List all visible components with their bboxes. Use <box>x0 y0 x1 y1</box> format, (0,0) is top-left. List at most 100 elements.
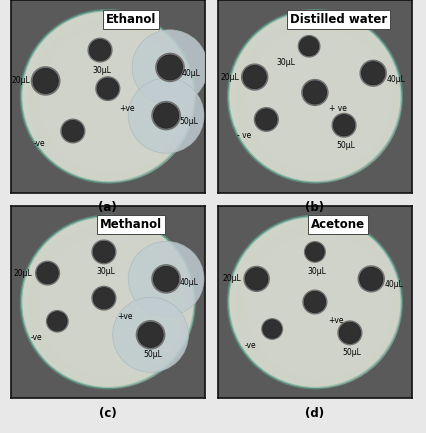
Circle shape <box>20 10 195 183</box>
Circle shape <box>91 286 116 310</box>
Circle shape <box>333 115 354 136</box>
Text: -ve: -ve <box>245 340 256 349</box>
Circle shape <box>361 61 384 85</box>
Circle shape <box>132 30 207 105</box>
Text: 50μL: 50μL <box>342 348 360 357</box>
Circle shape <box>245 28 391 172</box>
Circle shape <box>305 242 323 261</box>
Circle shape <box>240 63 268 91</box>
Circle shape <box>35 261 60 286</box>
Circle shape <box>337 320 362 346</box>
Circle shape <box>33 68 58 94</box>
Circle shape <box>227 10 401 183</box>
Text: 40μL: 40μL <box>179 278 198 287</box>
Circle shape <box>29 223 194 388</box>
Circle shape <box>245 234 391 378</box>
Circle shape <box>157 55 182 80</box>
Circle shape <box>155 53 184 82</box>
Text: +ve: +ve <box>117 312 133 321</box>
Circle shape <box>297 35 320 58</box>
Circle shape <box>151 101 181 130</box>
Circle shape <box>60 119 85 143</box>
Circle shape <box>302 81 326 104</box>
Circle shape <box>303 291 325 313</box>
Circle shape <box>255 109 276 130</box>
Text: 50μL: 50μL <box>143 350 161 359</box>
Text: 40μL: 40μL <box>181 69 200 78</box>
Circle shape <box>235 223 401 388</box>
Text: 30μL: 30μL <box>92 67 111 75</box>
Circle shape <box>46 310 69 333</box>
Circle shape <box>262 320 281 338</box>
Text: 20μL: 20μL <box>222 275 241 283</box>
Circle shape <box>37 262 58 284</box>
Circle shape <box>359 267 382 291</box>
Text: + ve: + ve <box>328 104 345 113</box>
Circle shape <box>93 241 114 262</box>
Text: (a): (a) <box>98 201 117 214</box>
Circle shape <box>229 12 400 181</box>
Text: - ve: - ve <box>236 131 250 140</box>
Text: Distilled water: Distilled water <box>289 13 386 26</box>
Text: 20μL: 20μL <box>13 268 32 278</box>
Circle shape <box>22 12 193 181</box>
Text: 50μL: 50μL <box>179 117 198 126</box>
Text: +ve: +ve <box>328 316 343 324</box>
Circle shape <box>29 18 194 182</box>
Circle shape <box>138 322 163 347</box>
Text: 40μL: 40μL <box>384 280 403 289</box>
Circle shape <box>97 78 118 99</box>
Circle shape <box>151 264 181 294</box>
Circle shape <box>47 312 67 331</box>
Circle shape <box>39 234 184 378</box>
Circle shape <box>338 322 360 343</box>
Circle shape <box>22 217 193 387</box>
Text: 30μL: 30μL <box>307 267 325 276</box>
Text: Methanol: Methanol <box>100 218 162 232</box>
Circle shape <box>302 290 327 314</box>
Text: (b): (b) <box>305 201 324 214</box>
Text: 50μL: 50μL <box>336 141 354 150</box>
Text: -ve: -ve <box>30 333 42 342</box>
Text: 20μL: 20μL <box>12 77 30 85</box>
Circle shape <box>242 65 266 89</box>
Circle shape <box>300 79 328 106</box>
Text: Ethanol: Ethanol <box>106 13 156 26</box>
Circle shape <box>112 297 188 372</box>
Circle shape <box>303 241 325 263</box>
Text: 30μL: 30μL <box>276 58 295 67</box>
Text: 40μL: 40μL <box>386 74 405 84</box>
Text: -ve: -ve <box>34 139 46 148</box>
Circle shape <box>359 60 386 87</box>
Circle shape <box>235 18 401 182</box>
Circle shape <box>357 265 384 293</box>
Circle shape <box>20 215 195 389</box>
Text: Acetone: Acetone <box>311 218 364 232</box>
Circle shape <box>128 78 204 153</box>
Circle shape <box>135 320 165 349</box>
Circle shape <box>229 217 400 387</box>
Circle shape <box>31 66 60 96</box>
Circle shape <box>39 28 184 172</box>
Circle shape <box>253 107 278 132</box>
Text: (c): (c) <box>99 407 116 420</box>
Circle shape <box>153 266 178 291</box>
Text: 30μL: 30μL <box>96 267 115 276</box>
Circle shape <box>62 120 83 142</box>
Circle shape <box>261 318 282 340</box>
Circle shape <box>331 113 356 138</box>
Circle shape <box>87 38 112 63</box>
Circle shape <box>93 288 114 309</box>
Text: +ve: +ve <box>119 104 135 113</box>
Circle shape <box>89 39 110 61</box>
Circle shape <box>227 215 401 389</box>
Text: (d): (d) <box>305 407 324 420</box>
Text: 20μL: 20μL <box>220 73 239 81</box>
Circle shape <box>245 268 267 290</box>
Circle shape <box>243 266 269 292</box>
Circle shape <box>95 76 120 101</box>
Circle shape <box>153 103 178 128</box>
Circle shape <box>91 239 116 265</box>
Circle shape <box>128 241 204 317</box>
Circle shape <box>299 37 318 56</box>
